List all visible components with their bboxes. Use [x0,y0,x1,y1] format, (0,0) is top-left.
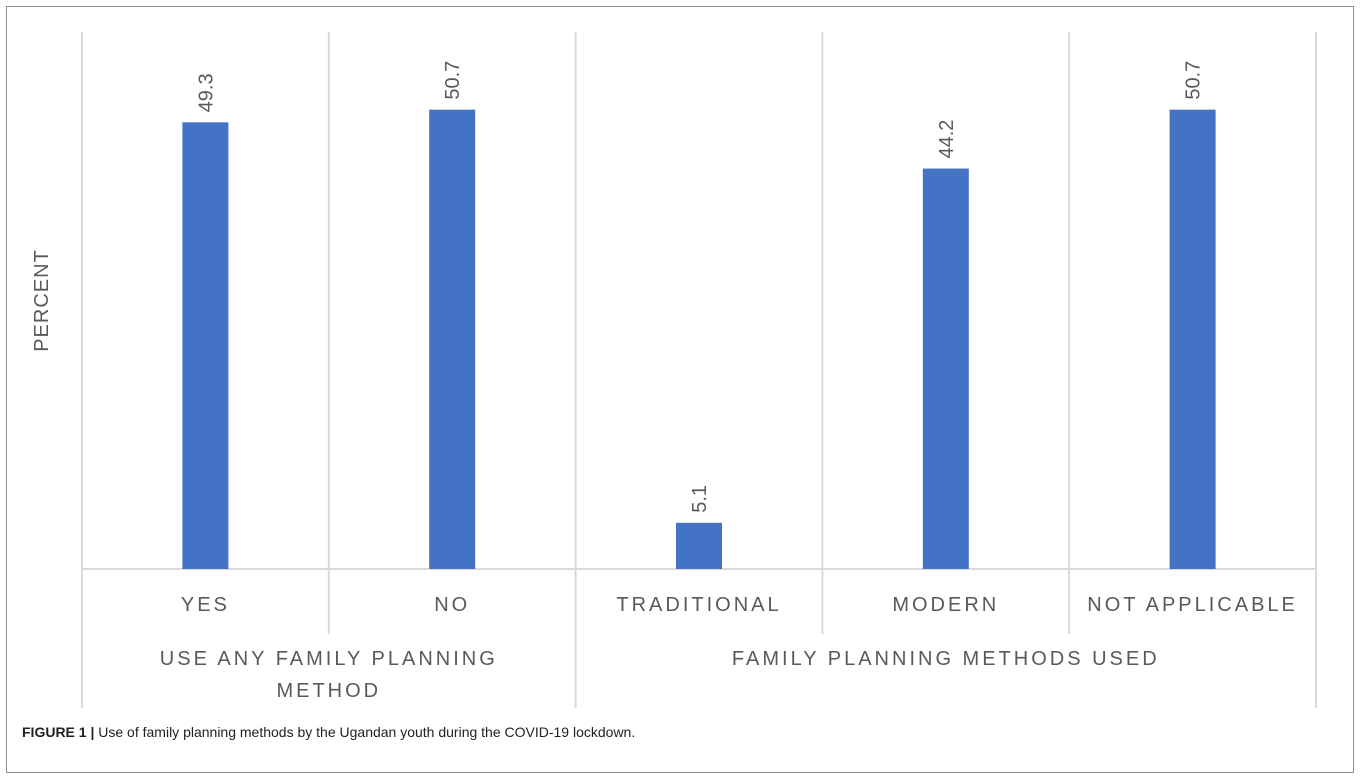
x-group-label: USE ANY FAMILY PLANNING [160,648,498,670]
data-label: 5.1 [689,485,711,513]
bar-chart: PERCENT 49.3 YES 50.7 NO 5.1 TRADITIONAL 44.2 MO… [31,32,1317,708]
x-tick-label: NO [434,594,470,616]
x-group-label: FAMILY PLANNING METHODS USED [732,648,1160,670]
x-tick-label: TRADITIONAL [616,594,781,616]
y-axis-label: PERCENT [31,249,53,352]
bar [1169,109,1216,570]
bar [676,522,722,569]
figure-caption-label: FIGURE 1 | [22,724,95,740]
figure-frame [6,6,1354,773]
x-tick-label: NOT APPLICABLE [1087,594,1298,616]
data-label: 50.7 [1183,61,1205,100]
figure-caption-text: Use of family planning methods by the Ug… [98,724,636,740]
x-group-label: METHOD [276,680,381,702]
figure-caption: FIGURE 1 | Use of family planning method… [22,724,635,740]
data-label: 49.3 [195,73,217,112]
x-tick-label: MODERN [892,594,999,616]
x-tick-label: YES [181,594,230,616]
bar [922,168,969,569]
bar [182,122,229,569]
bar [429,109,476,570]
data-label: 44.2 [936,120,958,159]
data-label: 50.7 [442,61,464,100]
